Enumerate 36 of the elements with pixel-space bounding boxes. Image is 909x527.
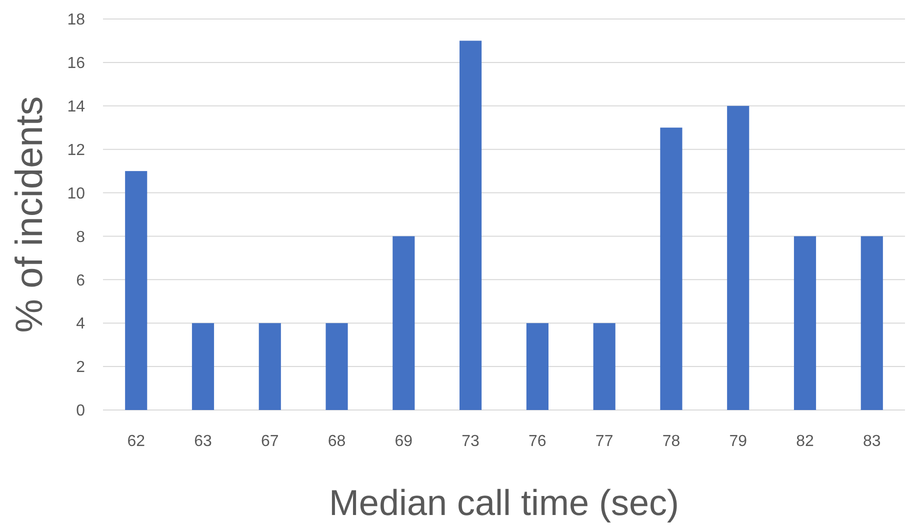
y-tick-label: 12: [67, 142, 86, 159]
y-tick-label: 8: [76, 228, 86, 246]
y-tick-label: 18: [67, 12, 86, 29]
bar: [258, 323, 281, 410]
x-tick-label: 69: [394, 433, 413, 450]
x-tick-label: 63: [194, 433, 212, 450]
bar: [794, 236, 816, 410]
y-tick-label: 2: [76, 359, 86, 376]
bar: [326, 323, 348, 410]
y-tick-label: 10: [67, 185, 86, 202]
y-axis-title: % of incidents: [9, 96, 51, 333]
y-tick-label: 16: [67, 55, 86, 72]
x-tick-label: 82: [796, 433, 814, 450]
bar: [460, 40, 482, 410]
x-tick-label: 78: [662, 433, 680, 450]
y-tick-label: 14: [67, 98, 86, 116]
x-tick-label: 67: [260, 433, 279, 450]
bar: [125, 171, 148, 410]
x-tick-label: 77: [595, 433, 614, 450]
x-tick-label: 73: [462, 433, 480, 450]
x-tick-label: 68: [328, 433, 346, 450]
y-tick-label: 4: [76, 316, 86, 333]
x-axis-title: Median call time (sec): [328, 482, 680, 523]
x-tick-label: 83: [862, 433, 881, 450]
bar: [192, 323, 214, 410]
y-tick-label: 0: [76, 402, 86, 420]
bar: [660, 128, 682, 410]
bar: [526, 323, 548, 410]
x-tick-label: 62: [127, 433, 146, 450]
bar: [392, 236, 415, 410]
bar: [860, 236, 883, 410]
bar: [593, 323, 616, 410]
x-tick-label: 76: [528, 433, 546, 450]
x-tick-label: 79: [729, 433, 748, 450]
y-tick-label: 6: [76, 272, 86, 290]
bar: [727, 106, 750, 410]
